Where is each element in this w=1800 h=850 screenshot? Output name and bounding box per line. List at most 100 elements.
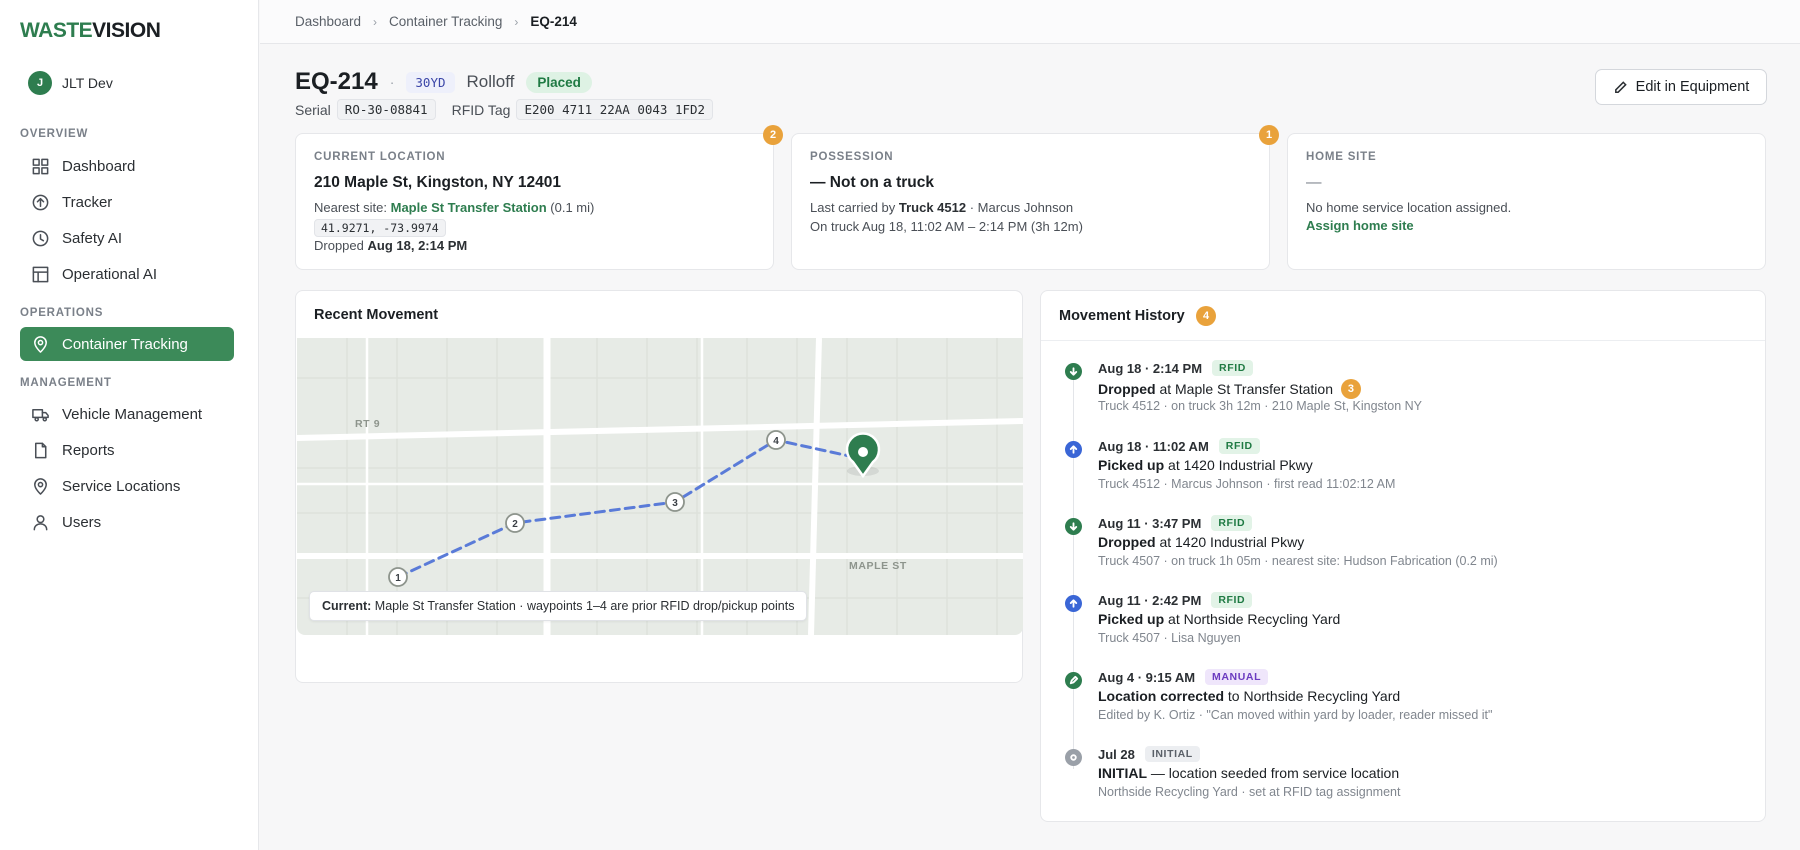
chevron-right-icon: › [373, 14, 378, 29]
current-location-card: CURRENT LOCATION 210 Maple St, Kingston,… [295, 133, 774, 270]
history-header: Movement History 4 [1041, 291, 1765, 341]
card-label: POSSESSION [810, 151, 894, 163]
entry-detail: — location seeded from service location [1150, 765, 1400, 781]
entry-tag: RFID [1212, 360, 1253, 376]
dropped-line: Dropped Aug 18, 2:14 PM [314, 238, 467, 253]
nav-section-operations: OPERATIONS [20, 307, 104, 319]
nav-item-label: Container Tracking [62, 335, 188, 353]
road-label-rt9: RT 9 [355, 418, 380, 430]
pencil-icon [1614, 80, 1627, 93]
nav-item-reports[interactable]: Reports [20, 433, 234, 467]
user-name: JLT Dev [62, 75, 113, 91]
entry-action: Dropped [1098, 534, 1156, 550]
waypoint-label: 2 [512, 519, 518, 530]
entry-detail: at Maple St Transfer Station [1159, 381, 1333, 397]
truck-link[interactable]: Truck 4512 [898, 200, 967, 215]
history-entry[interactable]: Aug 18 · 11:02 AM RFID Picked up at 1420 … [1059, 438, 1759, 498]
entry-detail: to Northside Recycling Yard [1227, 688, 1401, 704]
page-title: EQ-214 [295, 68, 378, 95]
document-icon [34, 442, 47, 458]
nav-item-dashboard[interactable]: Dashboard [20, 149, 234, 183]
serial-value: RO-30-08841 [336, 99, 436, 120]
arrow-down-icon [1065, 518, 1082, 535]
avatar: J [28, 71, 52, 95]
nav-item-container-tracking[interactable]: Container Tracking [20, 327, 234, 361]
coords-line: 41.9271, -73.9974 [314, 219, 446, 237]
location-pin-icon [34, 477, 47, 495]
rfid-value: E200 4711 22AA 0043 1FD2 [516, 99, 714, 120]
current-location-marker-icon[interactable] [845, 432, 881, 479]
carried-prefix: Last carried by [810, 200, 896, 215]
annotation-badge: 2 [763, 125, 783, 145]
history-entry[interactable]: Jul 28 INITIAL INITIAL — location seeded … [1059, 746, 1759, 806]
recent-movement-panel: Recent Movement [295, 290, 1023, 683]
breadcrumb-dashboard[interactable]: Dashboard [295, 14, 362, 29]
entry-sub: Truck 4512 · on truck 3h 12m · 210 Maple… [1098, 399, 1422, 413]
waypoint-3[interactable]: 3 [665, 492, 685, 512]
table-icon [32, 266, 49, 282]
panel-title: Recent Movement [314, 307, 439, 323]
nav-item-label: Reports [62, 441, 115, 459]
possession-status: — Not on a truck [810, 174, 935, 191]
edit-in-equipment-button[interactable]: Edit in Equipment [1595, 69, 1767, 105]
carried-suffix: · Marcus Johnson [969, 200, 1074, 215]
card-label: CURRENT LOCATION [314, 151, 446, 163]
nav-item-users[interactable]: Users [20, 505, 234, 539]
entry-time: Aug 18 · 11:02 AM [1098, 438, 1209, 454]
entry-tag: RFID [1211, 592, 1253, 608]
entry-action: Picked up [1098, 457, 1165, 473]
size-chip: 30YD [406, 71, 455, 93]
entry-sub: Truck 4512 · Marcus Johnson · first read… [1098, 477, 1396, 491]
entry-sub: Truck 4507 · on truck 1h 05m · nearest s… [1098, 554, 1498, 568]
carried-line: Last carried by Truck 4512 · Marcus John… [810, 200, 1073, 215]
user-menu[interactable]: J JLT Dev [28, 71, 113, 95]
history-entry[interactable]: Aug 11 · 3:47 PM RFID Dropped at 1420 Ind… [1059, 515, 1759, 575]
nav-item-service-locations[interactable]: Service Locations [20, 469, 234, 503]
dropped-prefix: Dropped [314, 238, 364, 253]
nav-item-operational-ai[interactable]: Operational AI [20, 257, 234, 291]
annotation-badge: 1 [1259, 125, 1279, 145]
annotation-badge: 4 [1196, 306, 1216, 326]
history-entry[interactable]: Aug 11 · 2:42 PM RFID Picked up at Norths… [1059, 592, 1759, 652]
nav-item-vehicle-management[interactable]: Vehicle Management [20, 397, 234, 431]
nav-section-overview: OVERVIEW [20, 128, 89, 140]
nav-item-safety-ai[interactable]: Safety AI [20, 221, 234, 255]
waypoint-1[interactable]: 1 [388, 567, 408, 587]
movement-history-panel: Movement History 4 Aug 18 · 2:14 PM RFID … [1040, 290, 1766, 822]
waypoint-label: 4 [773, 436, 779, 447]
assign-home-site-link[interactable]: Assign home site [1306, 218, 1414, 233]
entry-tag: RFID [1211, 515, 1253, 531]
nav-item-label: Service Locations [62, 477, 181, 495]
location-address: 210 Maple St, Kingston, NY 12401 [314, 174, 561, 191]
entry-time: Aug 11 · 3:47 PM [1098, 515, 1202, 531]
annotation-badge: 3 [1340, 379, 1361, 399]
nearest-site-link[interactable]: Maple St Transfer Station [390, 200, 547, 215]
history-entry[interactable]: Aug 4 · 9:15 AM MANUAL Location corrected… [1059, 669, 1759, 729]
entry-tag: MANUAL [1205, 669, 1269, 685]
entry-sub: Truck 4507 · Lisa Nguyen [1098, 631, 1241, 645]
waypoint-label: 1 [395, 573, 401, 584]
coordinates: 41.9271, -73.9974 [314, 219, 446, 237]
nearest-site-line: Nearest site: Maple St Transfer Station … [314, 200, 594, 215]
movement-map[interactable]: RT 9 MAPLE ST 1 2 3 4 [297, 338, 1023, 635]
logo[interactable]: WASTEVISION [20, 19, 161, 43]
user-icon [33, 514, 48, 530]
grid-icon [32, 158, 49, 174]
nav-item-label: Operational AI [62, 265, 158, 283]
on-truck-line: On truck Aug 18, 11:02 AM – 2:14 PM (3h … [810, 219, 1083, 234]
logo-part-waste: WASTE [20, 19, 93, 42]
equipment-header: EQ-214 · 30YD Rolloff Placed [295, 68, 592, 96]
nav-item-tracker[interactable]: Tracker [20, 185, 234, 219]
breadcrumb: Dashboard › Container Tracking › EQ-214 [260, 0, 1800, 44]
waypoint-2[interactable]: 2 [505, 513, 525, 533]
entry-detail: at 1420 Industrial Pkwy [1159, 534, 1305, 550]
history-entry[interactable]: Aug 18 · 2:14 PM RFID Dropped at Maple St… [1059, 360, 1759, 420]
caption-bold: Current: [322, 599, 372, 613]
waypoint-4[interactable]: 4 [766, 430, 786, 450]
breadcrumb-container-tracking[interactable]: Container Tracking [389, 14, 503, 29]
equipment-type: Rolloff [466, 72, 515, 91]
nearest-distance: (0.1 mi) [550, 200, 595, 215]
entry-time: Aug 18 · 2:14 PM [1098, 360, 1203, 376]
caption-text: Maple St Transfer Station · waypoints 1–… [374, 599, 795, 613]
road-label-maple-st: MAPLE ST [849, 560, 907, 572]
